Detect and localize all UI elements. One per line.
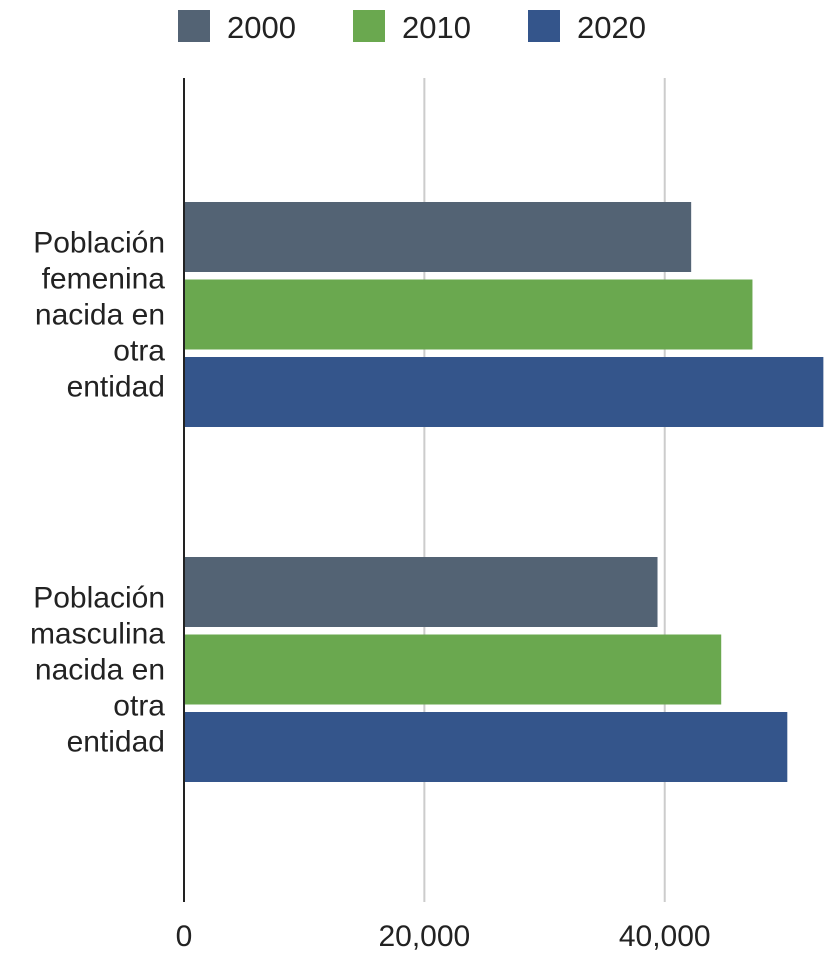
legend: 2000 2010 2020 (178, 10, 646, 45)
category-label-1-line-5: entidad (67, 371, 165, 404)
category-label-2-line-2: masculina (30, 618, 165, 651)
x-tick-label-2: 40,000 (619, 920, 711, 953)
legend-label-2020: 2020 (577, 10, 646, 45)
legend-swatch-2000 (178, 10, 210, 42)
category-label-1-line-2: femenina (42, 263, 166, 296)
category-label-1-line-1: Población (33, 227, 165, 260)
bar-2010-cat-1 (184, 279, 753, 350)
bar-2020-cat-1 (184, 357, 824, 427)
legend-swatch-2020 (528, 10, 560, 42)
bar-2020-cat-2 (184, 712, 788, 782)
x-tick-labels: 0 20,000 40,000 (176, 920, 711, 953)
category-label-2-line-5: entidad (67, 726, 165, 759)
category-label-1-line-3: nacida en (35, 299, 165, 332)
category-label-2-line-4: otra (113, 690, 165, 723)
bars (184, 202, 824, 782)
bar-2010-cat-2 (184, 634, 722, 705)
bar-2000-cat-1 (184, 202, 692, 272)
x-tick-label-1: 20,000 (378, 920, 470, 953)
bar-2000-cat-2 (184, 557, 658, 627)
category-label-1-line-4: otra (113, 335, 165, 368)
x-tick-label-0: 0 (176, 920, 193, 953)
legend-swatch-2010 (353, 10, 385, 42)
category-label-2-line-1: Población (33, 582, 165, 615)
category-label-2-line-3: nacida en (35, 654, 165, 687)
legend-label-2010: 2010 (402, 10, 471, 45)
legend-label-2000: 2000 (227, 10, 296, 45)
